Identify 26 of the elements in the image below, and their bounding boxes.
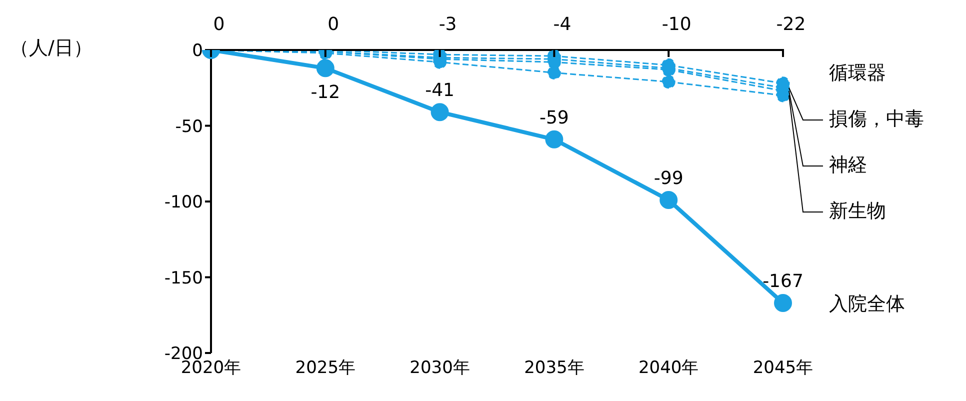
x-tick-label: 2030年 xyxy=(410,358,470,378)
x-tick-label: 2040年 xyxy=(638,358,699,378)
data-label: -22 xyxy=(776,14,806,35)
text: 神経 xyxy=(829,154,867,176)
text: 入院全体 xyxy=(829,293,905,316)
data-label: -59 xyxy=(539,107,569,128)
data-label: -4 xyxy=(553,14,572,35)
y-tick-label: -100 xyxy=(164,192,203,213)
x-tick-label: 2035年 xyxy=(524,358,584,378)
y-tick-label: 0 xyxy=(192,41,203,62)
x-tick-label: 2025年 xyxy=(295,358,356,378)
data-label: -99 xyxy=(654,168,684,189)
data-label: 0 xyxy=(328,14,340,35)
y-tick-label: -150 xyxy=(164,268,203,288)
data-label: -3 xyxy=(438,14,457,35)
data-label: -10 xyxy=(662,14,692,35)
y-tick-label: -50 xyxy=(175,116,203,137)
data-label: -167 xyxy=(762,271,804,292)
data-label: -41 xyxy=(425,80,455,102)
text: 新生物 xyxy=(829,200,886,222)
data-label: 0 xyxy=(213,14,225,35)
text: 損傷，中毒 xyxy=(829,108,924,130)
y-axis-title: （人/日） xyxy=(10,37,92,60)
x-tick-label: 2045年 xyxy=(752,358,814,378)
data-label: -12 xyxy=(310,82,340,104)
text: 循環器 xyxy=(829,62,886,84)
